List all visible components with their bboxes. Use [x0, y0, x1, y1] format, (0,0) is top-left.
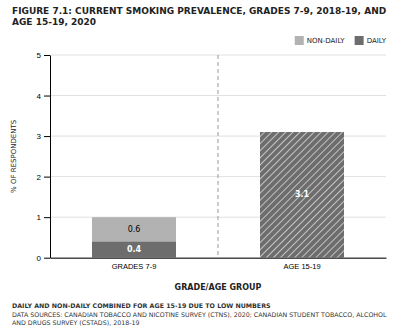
y-tick-label: 5	[37, 51, 42, 60]
data-label: 3.1	[295, 190, 310, 199]
divider	[218, 55, 219, 258]
bar	[92, 241, 176, 257]
legend-label: NON-DAILY	[307, 37, 346, 45]
y-axis-title: % OF RESPONDENTS	[10, 119, 18, 193]
text-line: DATA SOURCES: CANADIAN TOBACCO AND NICOT…	[12, 311, 387, 318]
legend-item: NON-DAILY	[295, 36, 346, 45]
y-tick-label: 4	[37, 92, 42, 101]
y-axis-line	[50, 56, 51, 259]
y-tick-mark	[44, 96, 50, 97]
y-tick: 3	[37, 132, 50, 141]
text-line: AGE 15-19, 2020	[12, 17, 96, 27]
x-tick-label: GRADES 7-9	[112, 262, 157, 271]
chart: FIGURE 7.1: CURRENT SMOKING PREVALENCE, …	[0, 0, 400, 331]
y-tick: 1	[37, 213, 50, 222]
x-axis: GRADES 7-9 AGE 15-19	[51, 258, 387, 271]
title: FIGURE 7.1: CURRENT SMOKING PREVALENCE, …	[12, 6, 386, 27]
text-line: AND DRUGS SURVEY (CSTADS), 2018-19	[12, 319, 139, 326]
x-axis-line	[51, 258, 387, 259]
legend: NON-DAILY DAILY	[295, 36, 387, 45]
x-tick: GRADES 7-9	[112, 258, 157, 271]
y-tick-mark	[44, 177, 50, 178]
y-tick: 5	[37, 51, 50, 60]
grid-line	[50, 95, 386, 96]
legend-swatch	[355, 36, 364, 45]
y-tick-label: 3	[37, 132, 42, 141]
text-line: DAILY AND NON-DAILY COMBINED FOR AGE 15-…	[12, 302, 271, 309]
y-tick-mark	[44, 136, 50, 137]
bar	[260, 132, 344, 258]
text-line: FIGURE 7.1: CURRENT SMOKING PREVALENCE, …	[12, 6, 386, 16]
data-label: 0.4	[127, 245, 142, 254]
y-tick-label: 2	[37, 173, 42, 182]
legend-swatch	[295, 36, 304, 45]
data-label: 0.6	[128, 225, 141, 234]
y-tick: 2	[37, 173, 50, 182]
legend-item: DAILY	[355, 36, 387, 45]
y-tick-label: 1	[37, 213, 42, 222]
x-tick-label: AGE 15-19	[283, 262, 320, 271]
annotation: DATA SOURCES: CANADIAN TOBACCO AND NICOT…	[12, 311, 387, 327]
y-tick-mark	[44, 55, 50, 56]
y-tick-label: 0	[37, 254, 42, 263]
y-tick-mark	[44, 258, 50, 259]
y-axis: 0 1 2 3 4 5	[37, 51, 51, 263]
legend-label: DAILY	[367, 37, 387, 45]
y-tick: 4	[37, 92, 50, 101]
y-tick-mark	[44, 217, 50, 218]
x-axis-title: GRADE/AGE GROUP	[175, 283, 262, 292]
annotation: DAILY AND NON-DAILY COMBINED FOR AGE 15-…	[12, 302, 271, 309]
x-tick: AGE 15-19	[283, 258, 320, 271]
y-tick: 0	[37, 254, 50, 263]
grid	[50, 55, 386, 258]
bar	[92, 217, 176, 241]
